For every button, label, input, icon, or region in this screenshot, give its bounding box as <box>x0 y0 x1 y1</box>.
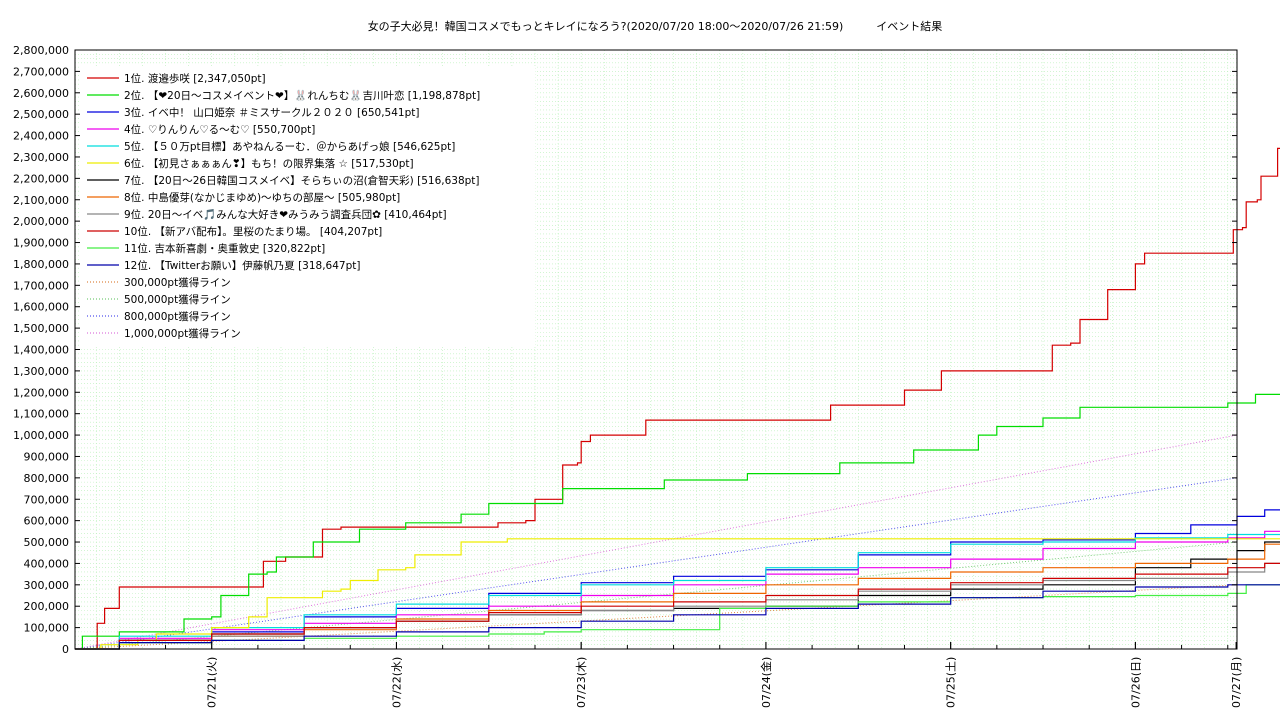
y-tick-label: 1,000,000 <box>13 429 69 442</box>
y-tick-label: 400,000 <box>24 557 70 570</box>
legend-box <box>80 66 535 346</box>
y-tick-label: 1,100,000 <box>13 408 69 421</box>
x-tick-label: 07/27(月) <box>1230 657 1243 708</box>
series-line <box>75 533 1280 650</box>
series-line <box>75 147 1280 650</box>
legend-label: 8位. 中島優芽(なかじまゆめ)〜ゆちの部屋〜 [505,980pt] <box>124 191 400 204</box>
legend-label: 9位. 20日〜イベ🎵みんな大好き❤みうみう調査兵団✿ [410,464pt] <box>124 208 447 221</box>
series-line <box>75 584 1280 650</box>
x-axis: 07/21(火) 07/22(水) 07/23(木) 07/24(金) 07/25(土)… <box>118 642 1243 708</box>
y-tick-label: 2,500,000 <box>13 108 69 121</box>
y-tick-label: 1,600,000 <box>13 301 69 314</box>
reference-line <box>74 434 1238 650</box>
legend-label: 1位. 渡邉歩咲 [2,347,050pt] <box>124 72 266 85</box>
y-axis: 0 100,000 200,000 300,000 400,000 500,000 600,… <box>13 44 1237 656</box>
y-tick-label: 800,000 <box>24 472 70 485</box>
y-tick-label: 0 <box>62 643 69 656</box>
y-tick-label: 1,500,000 <box>13 322 69 335</box>
x-tick-label: 07/25(土) <box>945 657 958 708</box>
legend-label: 11位. 吉本新喜劇・奥重敦史 [320,822pt] <box>124 242 325 255</box>
y-tick-label: 1,700,000 <box>13 279 69 292</box>
series-line <box>75 543 1280 650</box>
series-lines <box>75 147 1280 650</box>
y-tick-label: 2,600,000 <box>13 87 69 100</box>
y-tick-label: 300,000 <box>24 579 70 592</box>
legend-label: 4位. ♡りんりん♡る〜む♡ [550,700pt] <box>124 123 315 136</box>
x-tick-label: 07/24(金) <box>759 657 773 708</box>
x-tick-label: 07/22(水) <box>390 657 403 708</box>
x-tick-label: 07/21(火) <box>206 657 219 708</box>
y-tick-label: 2,800,000 <box>13 44 69 57</box>
y-tick-label: 2,100,000 <box>13 194 69 207</box>
y-tick-label: 200,000 <box>24 600 70 613</box>
y-tick-label: 500,000 <box>24 536 70 549</box>
x-tick-label: 07/23(木) <box>575 657 588 708</box>
legend-label: 5位. 【５０万pt目標】あやねんるーむ．＠からあげっ娘 [546,625pt] <box>124 140 455 153</box>
y-tick-label: 1,800,000 <box>13 258 69 271</box>
y-tick-label: 1,300,000 <box>13 365 69 378</box>
y-tick-label: 100,000 <box>24 622 70 635</box>
legend-label: 1,000,000pt獲得ライン <box>124 327 241 340</box>
legend-label: 300,000pt獲得ライン <box>124 276 231 289</box>
chart-title: 女の子大必見！韓国コスメでもっとキレイになろう?(2020/07/20 18:0… <box>368 19 943 33</box>
x-tick-label: 07/26(日) <box>1129 657 1142 708</box>
y-tick-label: 600,000 <box>24 515 70 528</box>
legend-label: 500,000pt獲得ライン <box>124 293 231 306</box>
y-tick-label: 1,900,000 <box>13 237 69 250</box>
series-line <box>75 562 1280 650</box>
y-tick-label: 1,400,000 <box>13 344 69 357</box>
y-tick-label: 2,000,000 <box>13 215 69 228</box>
y-tick-label: 2,300,000 <box>13 151 69 164</box>
series-line <box>75 538 1280 650</box>
reference-line <box>74 477 1238 650</box>
y-tick-label: 900,000 <box>24 450 70 463</box>
legend-label: 800,000pt獲得ライン <box>124 310 231 323</box>
legend-label: 12位. 【Twitterお願い】伊藤帆乃夏 [318,647pt] <box>124 259 360 272</box>
legend-label: 6位. 【初見さぁぁぁん❣】もち！の限界集落 ☆ [517,530pt] <box>124 157 414 170</box>
legend-label: 3位. イベ中！ 山口姫奈 ＃ミスサークル２０２０ [650,541pt] <box>124 106 419 119</box>
legend: 1位. 渡邉歩咲 [2,347,050pt] 2位. 【❤20日〜コスメイベント❤… <box>80 66 535 346</box>
series-line <box>75 393 1280 650</box>
legend-label: 2位. 【❤20日〜コスメイベント❤】🐰れんちむ🐰吉川叶恋 [1,198,878… <box>124 89 480 102</box>
legend-label: 7位. 【20日〜26日韓国コスメイベ】そらちぃの沼(倉智天彩) [516,63… <box>124 174 480 187</box>
reference-line <box>74 541 1238 650</box>
y-tick-label: 1,200,000 <box>13 386 69 399</box>
legend-label: 10位. 【新アバ配布】。里桜のたまり場。 [404,207pt] <box>124 225 382 238</box>
y-tick-label: 700,000 <box>24 493 70 506</box>
y-tick-label: 2,200,000 <box>13 172 69 185</box>
y-tick-label: 2,700,000 <box>13 65 69 78</box>
y-tick-label: 2,400,000 <box>13 130 69 143</box>
